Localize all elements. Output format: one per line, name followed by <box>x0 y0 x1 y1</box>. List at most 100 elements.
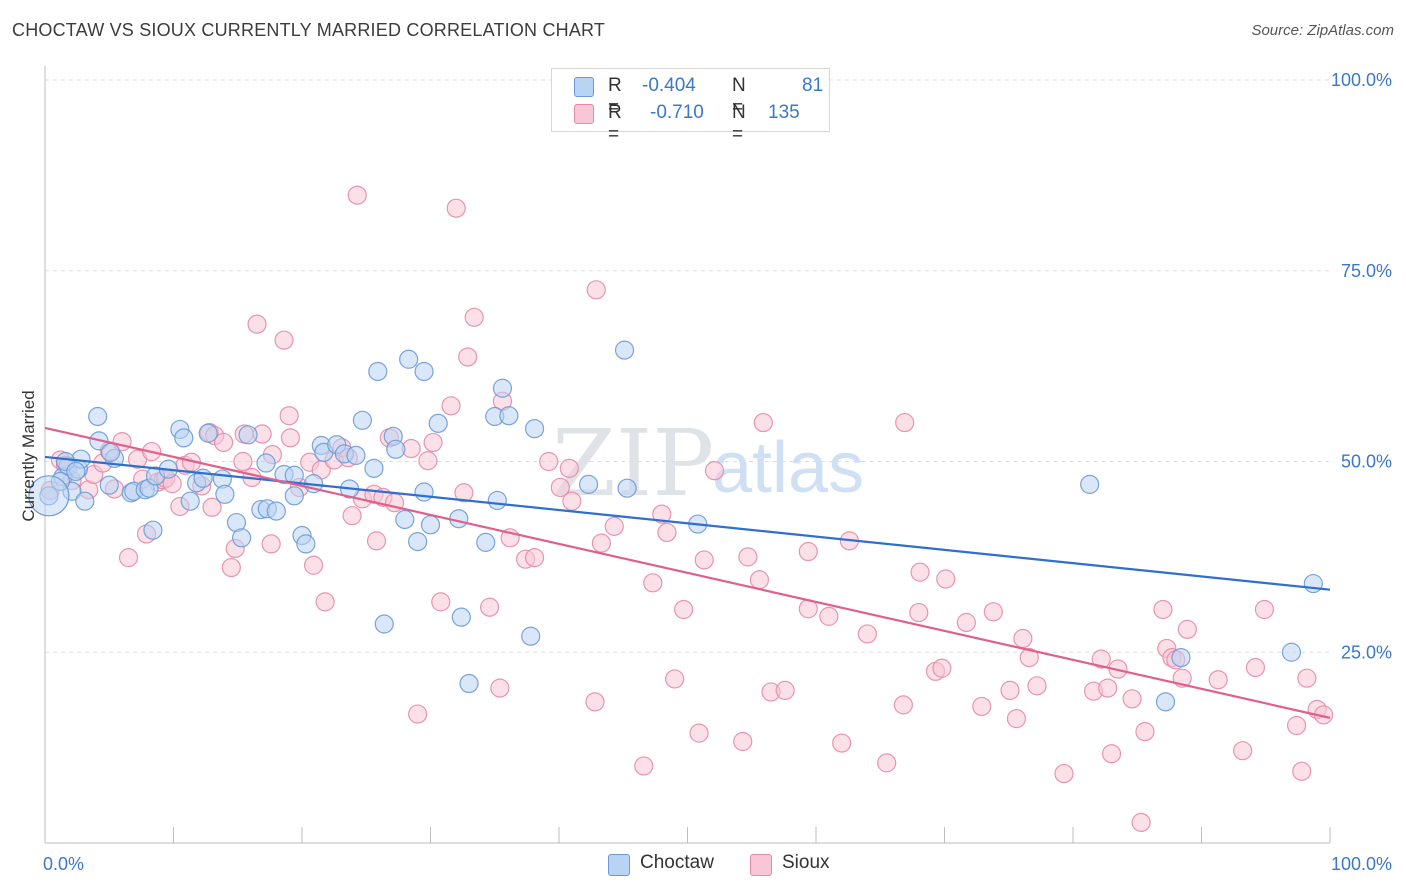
sioux-point <box>832 733 852 753</box>
y-tick-label: 100.0% <box>1331 70 1392 90</box>
legend-n-label: N = <box>732 102 746 145</box>
sioux-point <box>1254 599 1275 620</box>
sioux-point <box>539 451 559 472</box>
sioux-point <box>261 534 281 554</box>
choctaw-point <box>451 607 471 627</box>
choctaw-point <box>368 361 388 382</box>
sioux-point <box>1208 670 1228 690</box>
sioux-point <box>347 185 367 205</box>
legend-r-label: R = <box>608 75 622 118</box>
sioux-point <box>753 412 773 433</box>
choctaw-point <box>614 340 635 360</box>
sioux-point <box>559 458 579 478</box>
sioux-point <box>909 602 929 623</box>
sioux-point <box>408 704 428 724</box>
sioux-point <box>274 330 294 350</box>
sioux-point <box>738 547 758 567</box>
choctaw-point <box>1080 474 1100 494</box>
sioux-point <box>1135 722 1155 742</box>
sioux-point <box>1297 668 1317 688</box>
sioux-point <box>910 562 930 582</box>
y-tick-label: 75.0% <box>1341 261 1392 281</box>
y-tick-label: 25.0% <box>1341 642 1392 662</box>
choctaw-point <box>232 528 252 548</box>
choctaw-point <box>521 626 541 646</box>
sioux-point <box>315 592 335 612</box>
watermark: ZIP atlas <box>552 410 864 517</box>
choctaw-point <box>296 534 316 554</box>
sioux-swatch <box>574 104 594 124</box>
choctaw-swatch <box>574 77 594 97</box>
sioux-point <box>1027 676 1047 696</box>
legend-n-label: N = <box>732 75 746 118</box>
choctaw-point <box>524 419 545 439</box>
choctaw-point <box>399 349 419 369</box>
sioux-point <box>280 428 301 448</box>
sioux-point <box>490 678 510 698</box>
sioux-point <box>895 412 915 433</box>
choctaw-point <box>66 461 86 482</box>
y-tick-label: 50.0% <box>1341 452 1392 472</box>
choctaw-point <box>174 428 194 448</box>
choctaw-point <box>1281 642 1302 662</box>
sioux-point <box>972 696 992 717</box>
choctaw-point <box>88 406 108 427</box>
sioux-point <box>591 533 612 553</box>
choctaw-point <box>28 475 70 517</box>
sioux-point <box>694 550 714 570</box>
legend-r-value: -0.404 <box>642 75 696 96</box>
choctaw-point <box>492 378 513 398</box>
choctaw-point <box>198 423 218 443</box>
choctaw-point <box>1171 647 1191 668</box>
choctaw-point <box>617 478 637 498</box>
sioux-point <box>819 606 839 626</box>
choctaw-point <box>1303 573 1323 594</box>
choctaw-point <box>100 442 121 462</box>
choctaw-point <box>374 614 394 634</box>
sioux-point <box>704 461 725 481</box>
choctaw-point <box>408 532 428 552</box>
sioux-point <box>1292 761 1312 781</box>
sioux-point <box>279 406 299 426</box>
sioux-point <box>733 731 753 752</box>
sioux-point <box>342 506 362 526</box>
sioux-point <box>423 432 443 453</box>
source-label: Source: ZipAtlas.com <box>1251 22 1394 39</box>
sioux-point <box>586 280 606 300</box>
chart-title: CHOCTAW VS SIOUX CURRENTLY MARRIED CORRE… <box>12 20 606 40</box>
sioux-point <box>1245 657 1266 678</box>
sioux-point <box>441 396 461 416</box>
legend-n-value: 81 <box>802 75 824 96</box>
choctaw-point <box>414 361 434 382</box>
sioux-point <box>247 314 267 334</box>
choctaw-point <box>1155 692 1176 712</box>
choctaw-point <box>180 491 200 511</box>
sioux-point <box>1177 619 1197 639</box>
sioux-point <box>418 451 438 471</box>
choctaw-point <box>99 475 119 495</box>
sioux-point <box>214 432 234 453</box>
trend-lines <box>44 426 1331 719</box>
sioux-point <box>643 573 663 593</box>
choctaw-point <box>346 445 366 465</box>
legend-r-value: -0.710 <box>650 102 704 123</box>
choctaw-swatch <box>608 854 630 876</box>
sioux-point <box>652 504 672 524</box>
choctaw-point <box>284 486 304 506</box>
choctaw-point <box>420 515 441 535</box>
choctaw-point <box>449 509 469 529</box>
sioux-point <box>665 669 685 689</box>
correlation-legend: R = -0.404 N = 81 R = -0.710 N = 135 <box>551 68 830 145</box>
choctaw-point <box>487 490 507 511</box>
choctaw-point <box>395 509 415 530</box>
sioux-point <box>454 483 474 503</box>
y-axis-label: Currently Married <box>19 390 38 521</box>
sioux-point <box>1013 628 1033 649</box>
choctaw-points <box>28 340 1323 712</box>
sioux-point <box>550 477 570 498</box>
sioux-point <box>458 347 478 367</box>
legend-r-label: R = <box>608 102 622 145</box>
sioux-point <box>1054 763 1074 784</box>
sioux-point <box>674 599 694 620</box>
